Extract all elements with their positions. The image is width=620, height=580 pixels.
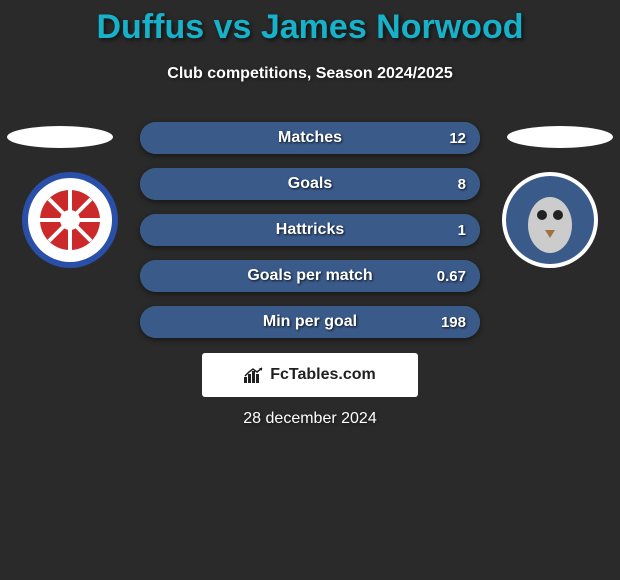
club-badge-left [20,170,120,270]
stat-label: Matches [278,129,342,147]
stat-value-right: 12 [449,130,466,147]
stat-row: Goals 8 [140,168,480,200]
stat-value-right: 0.67 [437,268,466,285]
stats-panel: Matches 12 Goals 8 Hattricks 1 Goals per match… [140,122,480,352]
stat-value-right: 198 [441,314,466,331]
stat-row: Matches 12 [140,122,480,154]
stat-label: Hattricks [276,221,344,239]
player-photo-right [507,126,613,148]
player-photo-left [7,126,113,148]
stat-label: Goals per match [247,267,372,285]
date-text: 28 december 2024 [243,410,376,428]
club-badge-right [500,170,600,270]
fctables-icon [244,367,264,383]
stat-label: Min per goal [263,313,357,331]
stat-value-right: 8 [458,176,466,193]
subtitle: Club competitions, Season 2024/2025 [0,65,620,83]
stat-label: Goals [288,175,332,193]
stat-value-right: 1 [458,222,466,239]
page-title: Duffus vs James Norwood [0,0,620,47]
watermark-text: FcTables.com [270,366,376,384]
stat-row: Goals per match 0.67 [140,260,480,292]
stat-row: Hattricks 1 [140,214,480,246]
watermark: FcTables.com [202,353,418,397]
stat-row: Min per goal 198 [140,306,480,338]
